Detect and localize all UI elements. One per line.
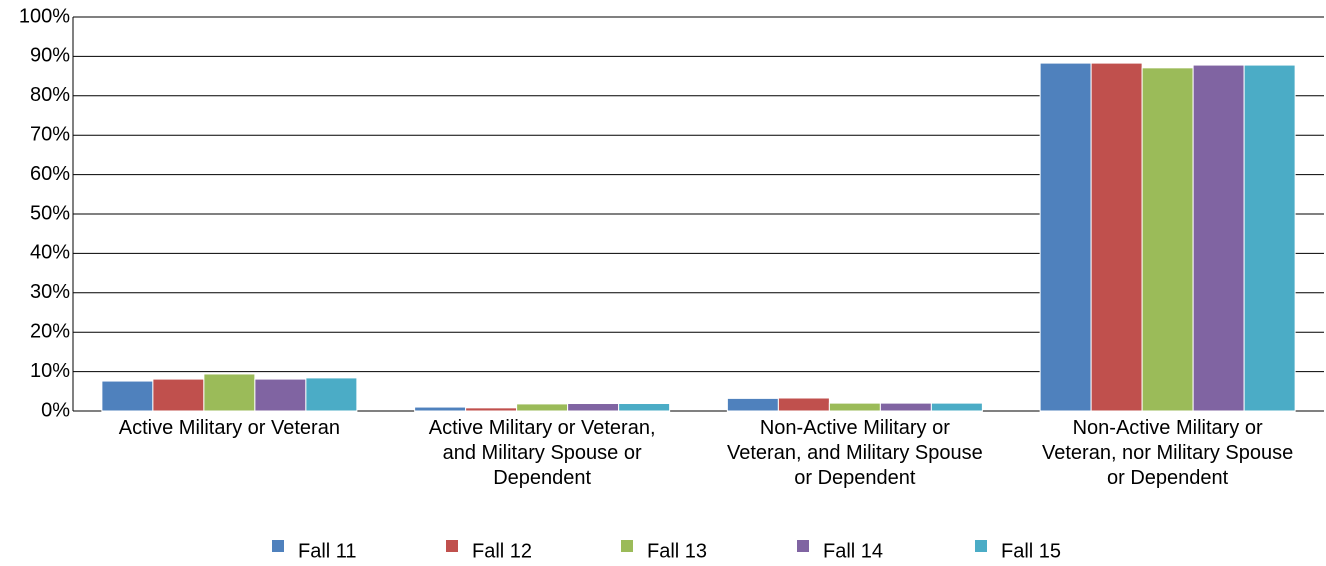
bar xyxy=(1243,64,1296,412)
bar xyxy=(152,378,205,412)
y-tick-label: 90% xyxy=(30,45,70,67)
legend-swatch xyxy=(797,540,809,552)
x-tick-label: Active Military or Veteran, and Military… xyxy=(428,417,656,489)
bar xyxy=(567,403,620,412)
bar xyxy=(1192,64,1245,412)
y-tick-label: 80% xyxy=(30,84,70,106)
y-tick-label: 100% xyxy=(19,5,70,27)
bar xyxy=(305,377,358,412)
y-tick-label: 30% xyxy=(30,281,70,303)
legend-swatch xyxy=(272,540,284,552)
legend-label: Fall 15 xyxy=(1001,540,1061,562)
bar xyxy=(254,378,307,412)
bar xyxy=(414,406,467,412)
x-tick-label: Non-Active Military or Veteran, and Mili… xyxy=(727,417,983,489)
legend-swatch xyxy=(975,540,987,552)
y-tick-label: 0% xyxy=(41,399,70,421)
bar xyxy=(879,402,932,412)
legend-label: Fall 13 xyxy=(647,540,707,562)
bar xyxy=(828,402,881,412)
bar xyxy=(1090,62,1143,412)
bar xyxy=(516,403,569,412)
bar xyxy=(930,402,983,412)
bar xyxy=(101,380,154,412)
y-tick-label: 50% xyxy=(30,202,70,224)
y-tick-label: 70% xyxy=(30,123,70,145)
legend-label: Fall 14 xyxy=(823,540,883,562)
bar xyxy=(726,397,779,412)
y-tick-label: 60% xyxy=(30,163,70,185)
legend-label: Fall 12 xyxy=(472,540,532,562)
y-tick-label: 10% xyxy=(30,360,70,382)
x-tick-label: Non-Active Military or Veteran, nor Mili… xyxy=(1042,417,1294,489)
y-tick-label: 40% xyxy=(30,242,70,264)
bar xyxy=(465,407,518,412)
bar xyxy=(618,403,671,412)
y-tick-label: 20% xyxy=(30,320,70,342)
bar xyxy=(203,373,256,412)
x-tick-label: Active Military or Veteran xyxy=(118,417,340,439)
bar xyxy=(1141,67,1194,412)
bar xyxy=(777,397,830,412)
bar xyxy=(1039,62,1092,412)
legend-swatch xyxy=(621,540,633,552)
legend-label: Fall 11 xyxy=(298,540,357,562)
legend-swatch xyxy=(446,540,458,552)
